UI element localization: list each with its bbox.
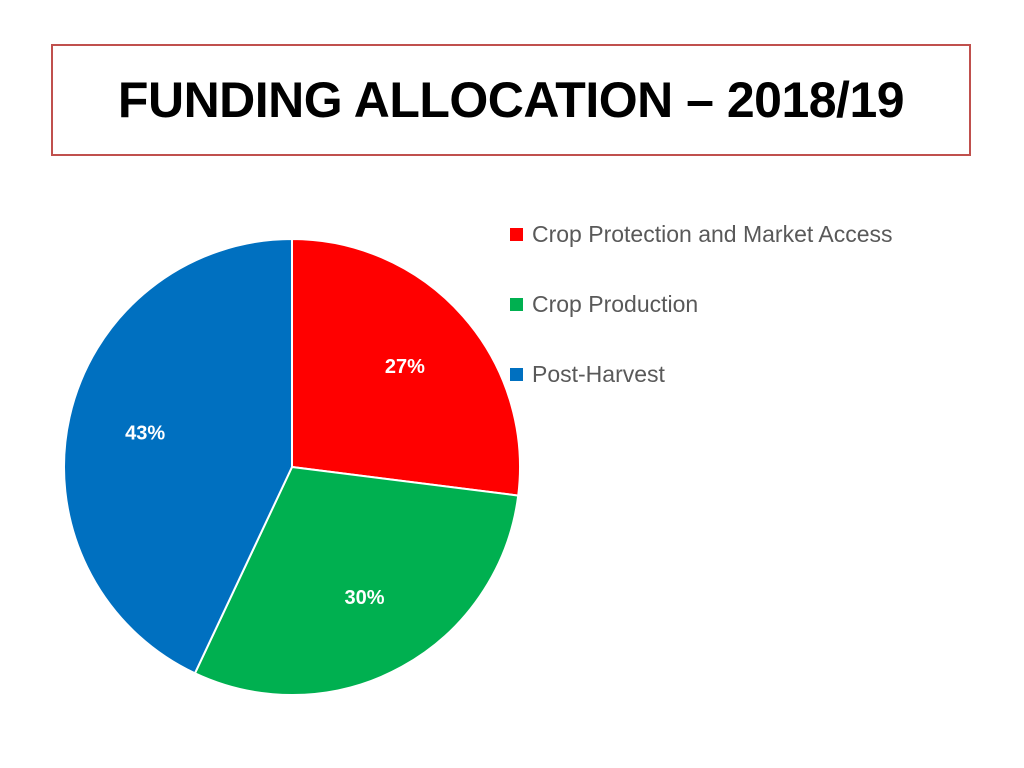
pie-slice-crop-production: [193, 465, 520, 696]
legend-label: Post-Harvest: [532, 360, 665, 387]
slide-title: FUNDING ALLOCATION – 2018/19: [117, 72, 905, 128]
legend-swatch-post-harvest: [510, 367, 523, 381]
pie-slice-post-harvest: [63, 237, 293, 675]
pie-slice-crop-protection: [291, 237, 521, 497]
data-label-crop-protection: 27%: [385, 356, 425, 378]
legend-label: Crop Production: [532, 290, 699, 317]
legend-swatch-crop-production: [510, 297, 523, 311]
title-box: FUNDING ALLOCATION – 2018/19: [51, 44, 971, 156]
chart-legend: Crop Protection and Market Access Crop P…: [510, 216, 893, 426]
legend-item: Post-Harvest: [510, 356, 893, 392]
data-label-crop-production: 30%: [344, 587, 384, 609]
data-label-post-harvest: 43%: [125, 422, 165, 444]
legend-item: Crop Production: [510, 286, 893, 322]
legend-item: Crop Protection and Market Access: [510, 216, 893, 252]
legend-swatch-crop-protection: [510, 227, 523, 241]
legend-label: Crop Protection and Market Access: [532, 220, 893, 247]
